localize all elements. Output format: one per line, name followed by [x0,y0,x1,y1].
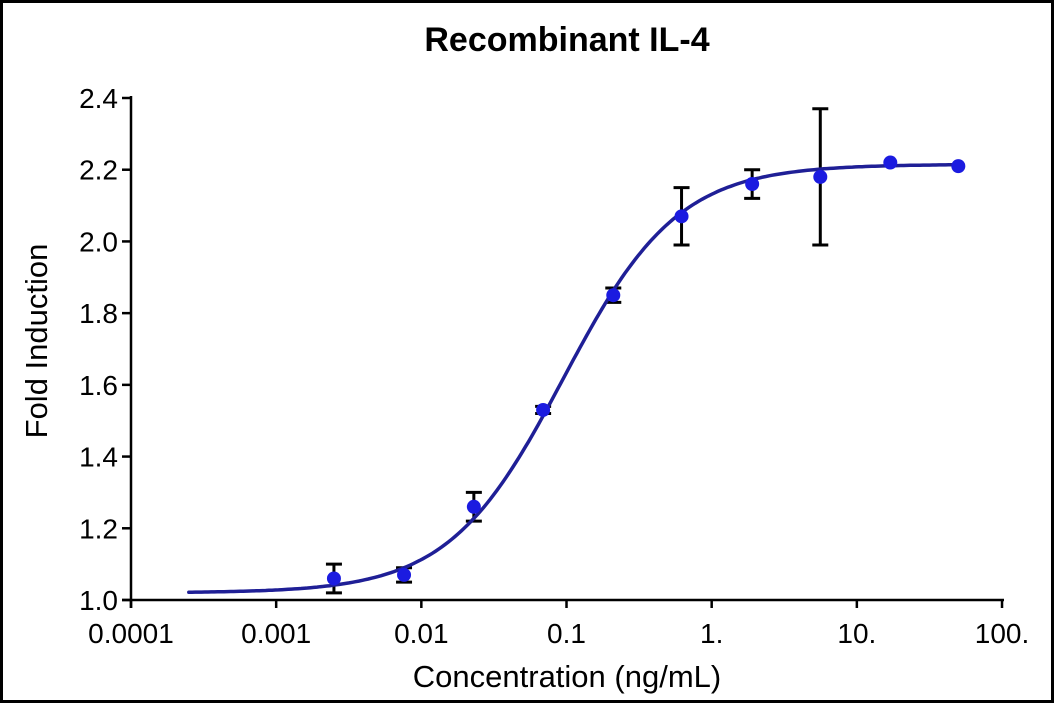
data-point [536,402,551,417]
data-point [606,288,621,303]
data-point [883,155,898,170]
chart-title: Recombinant IL-4 [424,21,710,59]
data-point [326,571,341,586]
x-tick-label: 0.0001 [88,618,174,649]
data-point [674,209,689,224]
y-tick-label: 1.4 [79,442,118,473]
fit-curve [187,163,961,594]
x-tick-label: 0.01 [394,618,449,649]
y-tick-label: 1.2 [79,513,118,544]
x-tick-label: 0.001 [241,618,311,649]
y-tick-label: 2.2 [79,155,118,186]
plot-area: 0.0001 0.001 0.01 0.1 1. 10. 100. 1.0 1.2 1.4 1.6 1… [79,83,1030,649]
data-point [466,499,481,514]
y-tick-label: 1.8 [79,298,118,329]
data-point [951,159,966,174]
x-axis-title: Concentration (ng/mL) [412,659,722,694]
x-tick-label: 10. [837,618,876,649]
data-point [745,177,760,192]
y-tick-label: 1.6 [79,370,118,401]
x-tick-label: 0.1 [547,618,586,649]
y-tick-label: 2.4 [79,83,118,114]
y-tick-label: 1.0 [79,585,118,616]
data-point [813,169,828,184]
x-tick-label: 1. [700,618,723,649]
data-point [397,567,412,582]
x-tick-label: 100. [975,618,1030,649]
y-tick-label: 2.0 [79,226,118,257]
